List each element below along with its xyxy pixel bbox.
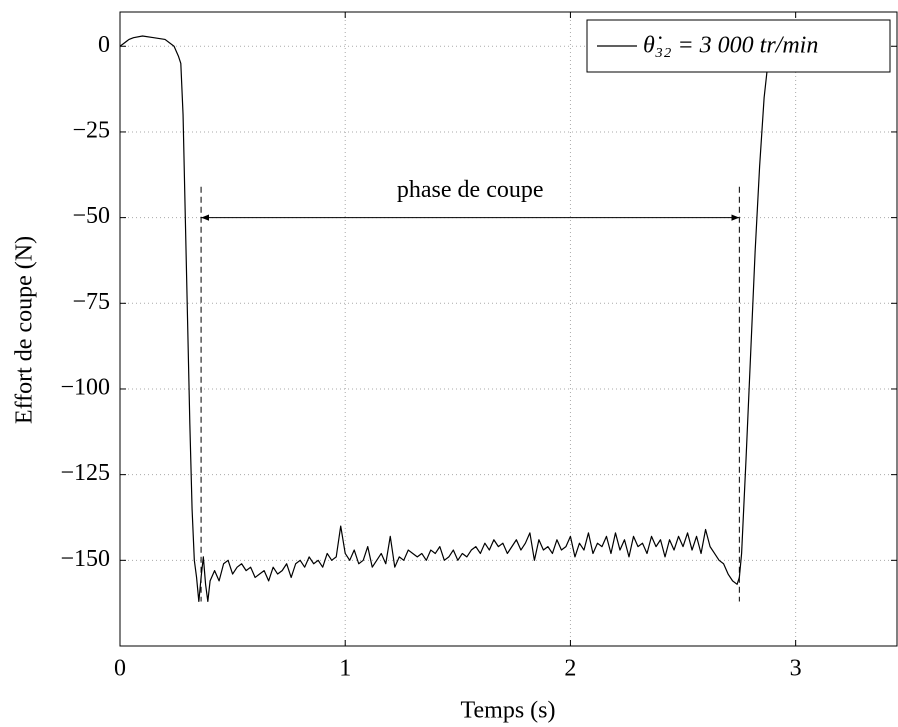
y-axis-label: Effort de coupe (N): [12, 236, 38, 424]
plot-frame: [119, 11, 898, 647]
plot-area: [120, 35, 770, 603]
data-line: [120, 35, 770, 603]
y-tick-label: −150: [60, 546, 110, 572]
y-tick-label: −100: [60, 374, 110, 400]
legend-label: θ̇₃₂ = 3 000 tr/min: [643, 33, 818, 59]
x-tick-label: 1: [339, 656, 351, 682]
annotation-label: phase de coupe: [397, 177, 544, 203]
y-tick-label: −25: [72, 117, 110, 143]
y-tick-label: −125: [60, 460, 110, 486]
legend-box: [586, 19, 891, 73]
y-tick-label: 0: [98, 32, 110, 58]
y-tick-label: −75: [72, 289, 110, 315]
x-axis-label: Temps (s): [461, 698, 556, 724]
x-tick-label: 3: [790, 656, 802, 682]
x-tick-label: 0: [114, 656, 126, 682]
x-tick-label: 2: [564, 656, 576, 682]
y-tick-label: −50: [72, 203, 110, 229]
